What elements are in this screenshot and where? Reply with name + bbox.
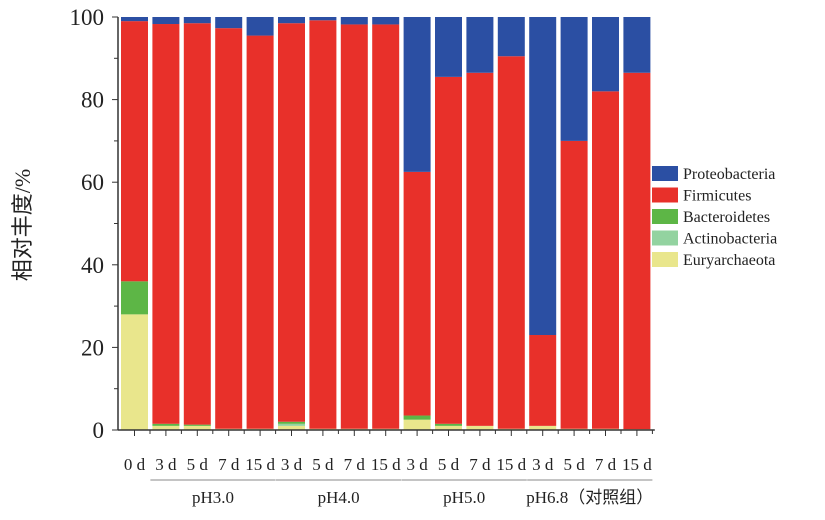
- group-label: pH5.0: [443, 488, 485, 507]
- bar-segment-proteobacteria: [183, 17, 211, 24]
- bar-segment-proteobacteria: [215, 17, 243, 29]
- x-tick-label: 15 d: [371, 455, 401, 474]
- bar-segment-proteobacteria: [592, 17, 619, 92]
- bar-segment-proteobacteria: [529, 17, 557, 336]
- bar-segment-firmicutes: [278, 23, 305, 422]
- x-tick-label: 3 d: [532, 455, 554, 474]
- x-tick-label: 15 d: [496, 455, 526, 474]
- x-tick-label: 7 d: [469, 455, 491, 474]
- bar-segment-firmicutes: [466, 72, 494, 426]
- bar-segment-actinobacteria: [278, 423, 305, 426]
- bar-segment-bacteroidetes: [435, 423, 462, 426]
- bar-segment-euryarchaeota: [466, 425, 494, 430]
- x-tick-label: 5 d: [563, 455, 585, 474]
- legend-swatch: [652, 166, 678, 181]
- bar-segment-firmicutes: [435, 76, 462, 424]
- bar-segment-proteobacteria: [121, 17, 148, 22]
- bar-segment-firmicutes: [183, 23, 211, 425]
- bar-segment-firmicutes: [623, 72, 651, 430]
- bar-segment-bacteroidetes: [183, 424, 211, 426]
- bar-segment-firmicutes: [497, 56, 525, 429]
- x-tick-label: 3 d: [281, 455, 303, 474]
- bar-segment-firmicutes: [372, 24, 400, 429]
- x-tick-label: 15 d: [622, 455, 652, 474]
- x-tick-label: 15 d: [245, 455, 275, 474]
- bar-segment-proteobacteria: [152, 17, 180, 25]
- bar-segment-proteobacteria: [246, 17, 274, 36]
- bar-segment-proteobacteria: [435, 17, 462, 77]
- legend-label: Proteobacteria: [683, 166, 775, 183]
- bar-segment-firmicutes: [246, 35, 274, 429]
- x-tick-label: 7 d: [218, 455, 240, 474]
- bar-segment-proteobacteria: [372, 17, 400, 25]
- x-tick-label: 5 d: [312, 455, 334, 474]
- bar-segment-bacteroidetes: [121, 281, 148, 315]
- bar-segment-bacteroidetes: [152, 423, 180, 426]
- y-tick-label: 0: [93, 418, 105, 443]
- bar-segment-euryarchaeota: [152, 425, 180, 430]
- bar-segment-bacteroidetes: [403, 415, 431, 420]
- bar-segment-proteobacteria: [278, 17, 305, 24]
- x-tick-label: 5 d: [438, 455, 460, 474]
- x-tick-label: 3 d: [406, 455, 428, 474]
- bar-segment-euryarchaeota: [183, 425, 211, 430]
- bar-segment-firmicutes: [403, 171, 431, 416]
- x-tick-label: 5 d: [187, 455, 209, 474]
- group-label: pH3.0: [192, 488, 234, 507]
- bar-segment-euryarchaeota: [278, 425, 305, 430]
- bar-segment-firmicutes: [215, 28, 243, 429]
- bar-segment-proteobacteria: [340, 17, 368, 25]
- bar-segment-proteobacteria: [497, 17, 525, 57]
- group-label: pH6.8（对照组）: [526, 488, 653, 507]
- legend-label: Euryarchaeota: [683, 252, 775, 269]
- bar-segment-proteobacteria: [403, 17, 431, 172]
- bar-segment-firmicutes: [121, 21, 148, 282]
- legend-label: Firmicutes: [683, 188, 751, 205]
- x-tick-label: 7 d: [595, 455, 617, 474]
- y-tick-label: 20: [81, 335, 104, 360]
- legend-swatch: [652, 209, 678, 224]
- legend-label: Bacteroidetes: [683, 209, 770, 226]
- legend-swatch: [652, 252, 678, 267]
- legend-label: Actinobacteria: [683, 231, 777, 248]
- bar-segment-firmicutes: [560, 140, 588, 429]
- bar-segment-proteobacteria: [623, 17, 651, 73]
- y-tick-label: 80: [81, 88, 104, 113]
- bar-segment-firmicutes: [592, 91, 619, 429]
- x-tick-label: 3 d: [155, 455, 177, 474]
- bar-segment-firmicutes: [340, 24, 368, 429]
- bar-segment-bacteroidetes: [278, 421, 305, 424]
- bar-segment-firmicutes: [529, 335, 557, 426]
- legend-swatch: [652, 187, 678, 203]
- bar-segment-euryarchaeota: [529, 425, 557, 430]
- y-tick-label: 40: [81, 253, 104, 278]
- bar-segment-euryarchaeota: [121, 314, 148, 430]
- bar-segment-proteobacteria: [466, 17, 494, 73]
- bar-segment-euryarchaeota: [403, 419, 431, 430]
- bar-segment-euryarchaeota: [435, 425, 462, 430]
- bar-segment-proteobacteria: [560, 17, 588, 141]
- bar-segment-proteobacteria: [309, 17, 337, 21]
- y-axis-label: 相对丰度/%: [10, 169, 35, 281]
- x-tick-label: 7 d: [344, 455, 366, 474]
- bar-segment-firmicutes: [309, 20, 337, 429]
- legend-swatch: [652, 230, 678, 246]
- bar-segment-firmicutes: [152, 24, 180, 424]
- y-tick-label: 100: [70, 5, 105, 30]
- x-tick-label: 0 d: [124, 455, 146, 474]
- group-label: pH4.0: [318, 488, 360, 507]
- y-tick-label: 60: [81, 170, 104, 195]
